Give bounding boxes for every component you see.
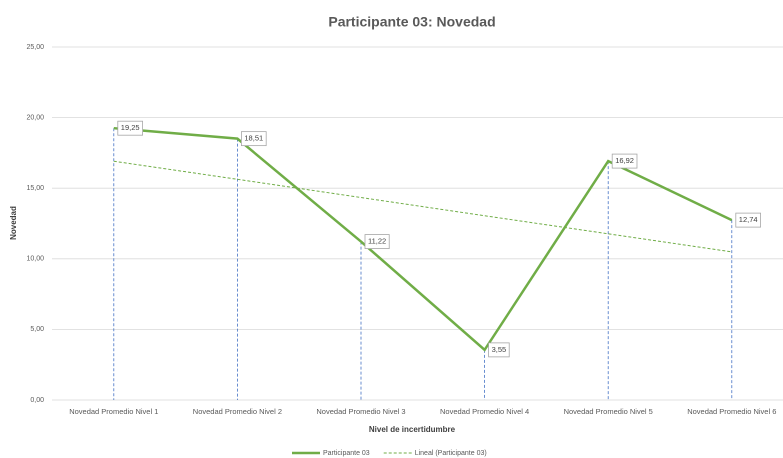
data-label-text: 12,74 bbox=[739, 215, 758, 224]
x-tick-label: Novedad Promedio Nivel 4 bbox=[440, 407, 529, 416]
x-axis-title: Nivel de incertidumbre bbox=[369, 425, 456, 434]
y-tick-label: 15,00 bbox=[26, 185, 44, 192]
x-tick-label: Novedad Promedio Nivel 6 bbox=[687, 407, 776, 416]
data-label-box bbox=[735, 212, 761, 228]
data-label-box bbox=[364, 234, 390, 249]
data-label: 16,92 bbox=[611, 153, 638, 169]
y-tick-label: 5,00 bbox=[30, 326, 44, 333]
data-label-text: 3,55 bbox=[492, 345, 507, 354]
y-tick-label: 25,00 bbox=[26, 44, 44, 51]
x-tick-label: Novedad Promedio Nivel 2 bbox=[193, 407, 282, 416]
data-label-box bbox=[488, 342, 510, 358]
legend: Participante 03 Lineal (Participante 03) bbox=[292, 450, 487, 457]
data-label-box bbox=[117, 120, 143, 136]
data-label: 11,22 bbox=[364, 234, 390, 249]
y-tick-label: 20,00 bbox=[26, 114, 44, 121]
chart-title: Participante 03: Novedad bbox=[328, 14, 495, 30]
y-axis-title: Novedad bbox=[9, 206, 18, 240]
data-label-box bbox=[240, 131, 267, 147]
data-label-box bbox=[611, 153, 638, 169]
legend-label: Participante 03 bbox=[323, 450, 370, 457]
data-label: 3,55 bbox=[488, 342, 510, 358]
data-label: 12,74 bbox=[735, 212, 761, 228]
data-label-text: 18,51 bbox=[244, 134, 263, 143]
data-label-text: 16,92 bbox=[615, 156, 634, 165]
series-line bbox=[113, 126, 733, 352]
trend-line bbox=[113, 160, 732, 253]
x-tick-label: Novedad Promedio Nivel 1 bbox=[69, 407, 158, 416]
data-label-text: 19,25 bbox=[121, 123, 140, 132]
data-label: 18,51 bbox=[240, 131, 267, 147]
data-label: 19,25 bbox=[117, 120, 143, 136]
y-tick-label: 10,00 bbox=[26, 256, 44, 263]
data-label-text: 11,22 bbox=[368, 237, 386, 246]
legend-label: Lineal (Participante 03) bbox=[415, 450, 487, 457]
y-tick-label: 0,00 bbox=[30, 397, 44, 404]
x-tick-label: Novedad Promedio Nivel 5 bbox=[564, 407, 653, 416]
x-tick-label: Novedad Promedio Nivel 3 bbox=[316, 407, 405, 416]
